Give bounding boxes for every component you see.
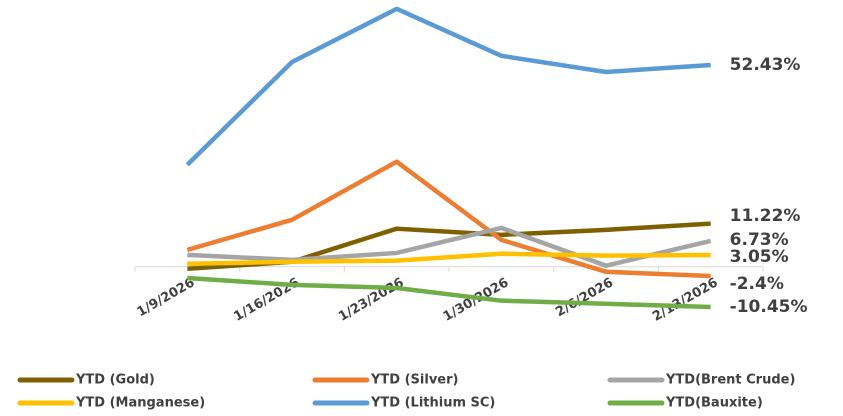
legend-label: YTD (Silver) — [370, 373, 458, 388]
line-series — [185, 6, 711, 167]
x-tick-label: 2/6/2026 — [553, 275, 616, 320]
line-series — [186, 159, 711, 279]
legend-label: YTD (Gold) — [75, 373, 155, 388]
x-tick-label: 2/13/2026 — [650, 275, 721, 324]
line-series — [187, 275, 711, 310]
legend-label: YTD(Brent Crude) — [665, 373, 795, 388]
line-series — [187, 225, 712, 268]
data-label: -10.45% — [730, 297, 808, 317]
data-label: 6.73% — [730, 230, 789, 250]
data-label: 11.22% — [730, 206, 801, 226]
x-tick-label: 1/9/2026 — [135, 275, 198, 320]
data-label: 52.43% — [730, 55, 801, 75]
data-label: 3.05% — [730, 247, 789, 267]
legend-label: YTD(Bauxite) — [665, 396, 763, 411]
legend-label: YTD (Lithium SC) — [370, 396, 495, 411]
data-label: -2.4% — [730, 274, 784, 294]
line-series — [187, 251, 711, 266]
legend-label: YTD (Manganese) — [75, 396, 205, 411]
x-tick-label: 1/23/2026 — [336, 275, 407, 324]
